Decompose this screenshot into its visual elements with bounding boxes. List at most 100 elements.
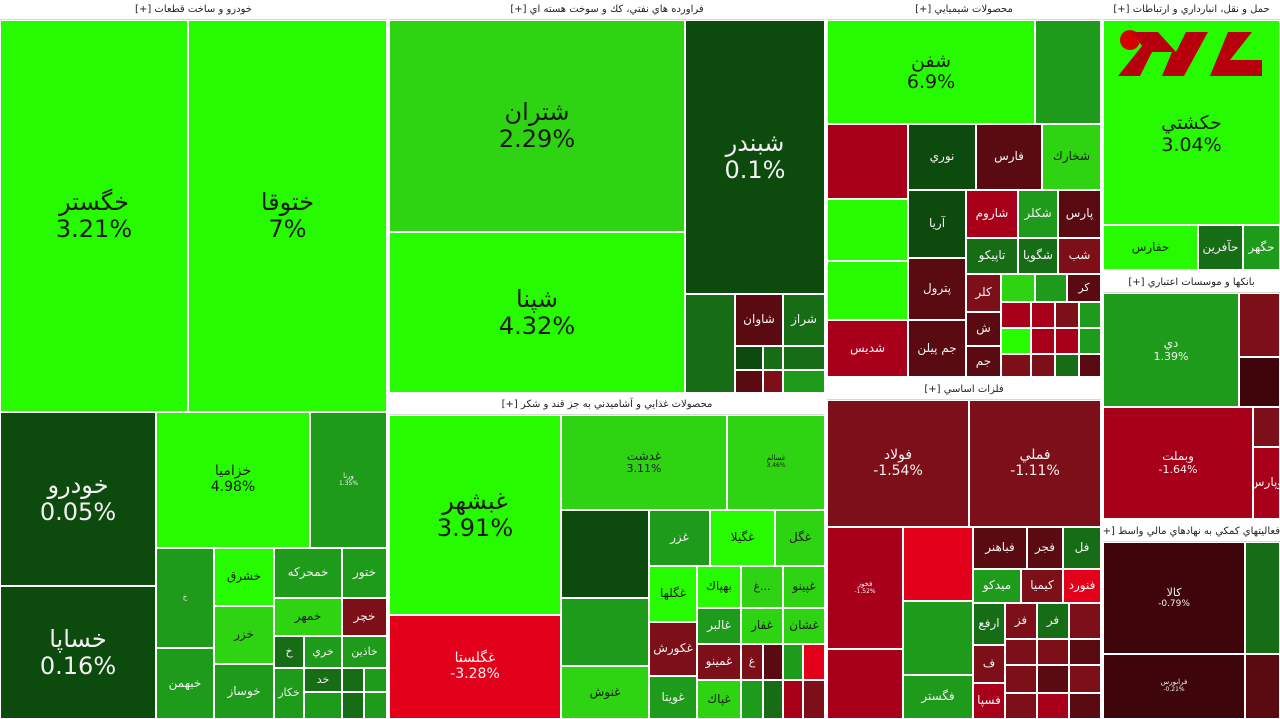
tile-khbahman[interactable]: خبهمن — [156, 648, 214, 719]
tile-oil-small-3[interactable] — [763, 346, 783, 370]
sector-fin-title[interactable]: فعاليتهاي كمكي به نهادهاي مالي واسط [+] — [1103, 522, 1280, 542]
tile-fgostar[interactable]: فگستر — [903, 675, 973, 719]
tile-kh2[interactable]: خ — [274, 636, 304, 668]
tile-ghvita[interactable]: غويتا — [649, 676, 697, 719]
tile-chem-small-11[interactable] — [1001, 328, 1031, 354]
tile-fbahonar[interactable]: فباهنر — [973, 527, 1027, 569]
tile-metal-small-5[interactable] — [1005, 639, 1037, 665]
tile-ghgila[interactable]: غگيلا — [710, 510, 775, 566]
tile-arya[interactable]: آريا — [908, 190, 966, 258]
tile-sh1[interactable]: ش — [966, 312, 1001, 346]
tile-chem-small-17[interactable] — [1055, 354, 1079, 377]
tile-midko[interactable]: ميدكو — [973, 569, 1021, 603]
tile-ghfar[interactable]: غفار — [741, 608, 783, 644]
tile-khd[interactable]: خد — [304, 668, 342, 692]
tile-fl[interactable]: فل — [1063, 527, 1101, 569]
tile-nouri[interactable]: نوري — [908, 124, 976, 190]
tile-fajr[interactable]: فجر — [1027, 527, 1063, 569]
tile-fnoord[interactable]: فنورد — [1063, 569, 1101, 603]
tile-chem-small-1[interactable] — [1035, 20, 1101, 124]
tile-shpna[interactable]: شپنا 4.32% — [389, 232, 685, 393]
sector-chem-title[interactable]: محصولات شيميايي [+] — [827, 0, 1101, 20]
tile-kimia[interactable]: كيميا — [1021, 569, 1063, 603]
tile-hafaris[interactable]: حفارس — [1103, 225, 1198, 270]
tile-oil-small-1[interactable] — [685, 294, 735, 393]
tile-food-small-2[interactable] — [561, 598, 649, 666]
sector-bank-title[interactable]: بانكها و موسسات اعتباري [+] — [1103, 273, 1280, 293]
tile-metal-small-4[interactable] — [1069, 603, 1101, 639]
sector-metal-title[interactable]: فلزات اساسي [+] — [827, 380, 1101, 400]
tile-hghahr[interactable]: حگهر — [1243, 225, 1280, 270]
tile-chem-small-8[interactable] — [1031, 302, 1055, 328]
tile-gh-small-h[interactable] — [783, 680, 803, 719]
tile-khzamia[interactable]: خزاميا 4.98% — [156, 412, 310, 548]
tile-hafarin[interactable]: حآفرين — [1198, 225, 1243, 270]
tile-auto-small-3[interactable] — [364, 668, 387, 692]
tile-metal-small-11[interactable] — [1005, 693, 1037, 719]
tile-auto-small-2[interactable] — [342, 668, 364, 692]
tile-bhpak[interactable]: بهپاك — [697, 566, 741, 608]
tile-fin-small-1[interactable] — [1245, 542, 1280, 654]
tile-ghgha[interactable]: غگلها — [649, 566, 697, 622]
tile-ghbshahr[interactable]: غبشهر 3.91% — [389, 415, 561, 615]
tile-oil-small-2[interactable] — [735, 346, 763, 370]
tile-farabors[interactable]: فرابورس -0.21% — [1103, 654, 1245, 719]
tile-ghalbir[interactable]: غالبر — [697, 608, 741, 644]
tile-bank-small-3[interactable] — [1253, 407, 1280, 447]
tile-gh-small-d[interactable] — [783, 644, 803, 680]
tile-fin-small-2[interactable] — [1245, 654, 1280, 719]
tile-auto-small-4[interactable] — [304, 692, 342, 719]
tile-khtoor[interactable]: ختور — [342, 548, 387, 598]
tile-ghpino[interactable]: غپينو — [783, 566, 825, 608]
tile-arfa[interactable]: ارفع — [973, 603, 1005, 645]
tile-tapiko[interactable]: تاپيكو — [966, 238, 1018, 274]
sector-telecom-title[interactable]: حمل و نقل، انبارداري و ارتباطات [+] — [1103, 0, 1280, 20]
tile-gh-small-f[interactable] — [741, 680, 763, 719]
tile-chem-small-14[interactable] — [1079, 328, 1101, 354]
tile-khgostar[interactable]: خگستر 3.21% — [0, 20, 188, 412]
tile-metal-small-10[interactable] — [1069, 665, 1101, 693]
tile-vpars[interactable]: وپارس — [1253, 447, 1280, 519]
tile-vbmellat[interactable]: وبملت -1.64% — [1103, 407, 1253, 519]
tile-gh-small-a[interactable]: غ... — [741, 566, 783, 608]
tile-chem-small-7[interactable] — [1001, 302, 1031, 328]
tile-shbandar[interactable]: شبندر 0.1% — [685, 20, 825, 294]
sector-food-title[interactable]: محصولات غذايي و آشاميدني به جز قند و شكر… — [389, 395, 825, 415]
tile-ghnosh[interactable]: غنوش — [561, 666, 649, 719]
tile-chem-small-3[interactable] — [827, 199, 908, 261]
tile-shavan[interactable]: شاوان — [735, 294, 783, 346]
tile-chem-small-6[interactable] — [1035, 274, 1067, 302]
tile-khsaz[interactable]: خوساز — [214, 664, 274, 719]
tile-fooladd[interactable]: فولاد -1.54% — [827, 400, 969, 527]
tile-khri[interactable]: خري — [304, 636, 342, 668]
tile-chem-small-9[interactable] — [1055, 302, 1079, 328]
tile-shekar[interactable]: شكلر — [1018, 190, 1058, 238]
tile-bank-small-2[interactable] — [1239, 357, 1280, 407]
tile-auto-small-6[interactable] — [364, 692, 387, 719]
tile-shraz[interactable]: شراز — [783, 294, 825, 346]
tile-khsapa[interactable]: خساپا 0.16% — [0, 586, 156, 719]
tile-fars[interactable]: فارس — [976, 124, 1042, 190]
tile-metal-small-2[interactable] — [903, 527, 973, 601]
tile-ghgl[interactable]: غگل — [775, 510, 825, 566]
sector-auto-title[interactable]: خودرو و ساخت قطعات [+] — [0, 0, 387, 20]
tile-auto-small-5[interactable] — [342, 692, 364, 719]
tile-chem-small-13[interactable] — [1055, 328, 1079, 354]
tile-gh-small-g[interactable] — [763, 680, 783, 719]
tile-chem-small-18[interactable] — [1079, 354, 1101, 377]
tile-khsharg[interactable]: خشرق — [214, 548, 274, 606]
tile-auto-small-1[interactable]: خ — [156, 548, 214, 648]
tile-gh-small-b[interactable]: غ — [741, 644, 763, 680]
tile-fz[interactable]: فز — [1005, 603, 1037, 639]
tile-bank-small-1[interactable] — [1239, 293, 1280, 357]
tile-metal-small-12[interactable] — [1037, 693, 1069, 719]
tile-shb[interactable]: شب — [1058, 238, 1101, 274]
tile-shtaran[interactable]: شتران 2.29% — [389, 20, 685, 232]
tile-fmelli[interactable]: فملي -1.11% — [969, 400, 1101, 527]
tile-metal-small-1[interactable] — [827, 649, 903, 719]
tile-sharoom[interactable]: شاروم — [966, 190, 1018, 238]
tile-chem-small-16[interactable] — [1031, 354, 1055, 377]
tile-shkharak[interactable]: شخارك — [1042, 124, 1101, 190]
tile-ff[interactable]: ف — [973, 645, 1005, 683]
tile-ghdasht[interactable]: غدشت 3.11% — [561, 415, 727, 510]
